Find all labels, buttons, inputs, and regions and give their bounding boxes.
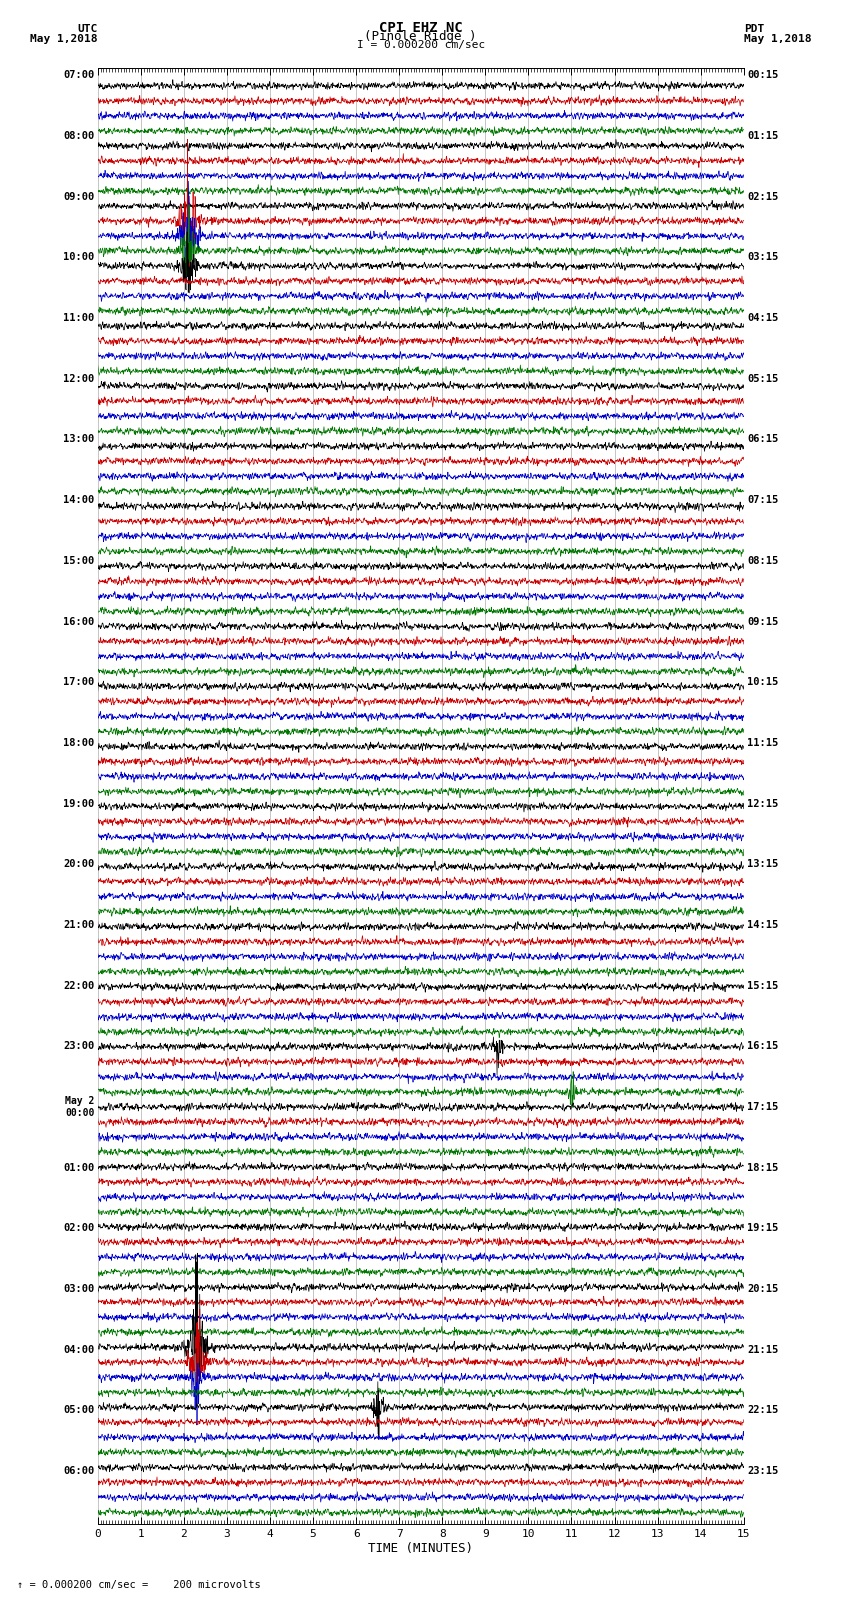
Text: 08:15: 08:15 xyxy=(747,556,779,566)
Text: 20:00: 20:00 xyxy=(63,860,94,869)
Text: 16:15: 16:15 xyxy=(747,1042,779,1052)
Text: 10:00: 10:00 xyxy=(63,252,94,263)
Text: ↑ = 0.000200 cm/sec =    200 microvolts: ↑ = 0.000200 cm/sec = 200 microvolts xyxy=(17,1581,261,1590)
Text: 06:00: 06:00 xyxy=(63,1466,94,1476)
Text: 22:15: 22:15 xyxy=(747,1405,779,1416)
Text: 00:15: 00:15 xyxy=(747,71,779,81)
Text: 08:00: 08:00 xyxy=(63,131,94,140)
Text: 05:15: 05:15 xyxy=(747,374,779,384)
Text: 22:00: 22:00 xyxy=(63,981,94,990)
Text: 03:15: 03:15 xyxy=(747,252,779,263)
Text: 03:00: 03:00 xyxy=(63,1284,94,1294)
Text: 13:15: 13:15 xyxy=(747,860,779,869)
Text: 09:00: 09:00 xyxy=(63,192,94,202)
Text: I = 0.000200 cm/sec: I = 0.000200 cm/sec xyxy=(357,40,484,50)
Text: 11:00: 11:00 xyxy=(63,313,94,323)
Text: 09:15: 09:15 xyxy=(747,616,779,626)
Text: 23:15: 23:15 xyxy=(747,1466,779,1476)
Text: 02:15: 02:15 xyxy=(747,192,779,202)
Text: 01:15: 01:15 xyxy=(747,131,779,140)
Text: 18:00: 18:00 xyxy=(63,737,94,748)
Text: 14:00: 14:00 xyxy=(63,495,94,505)
Text: 17:00: 17:00 xyxy=(63,677,94,687)
Text: 05:00: 05:00 xyxy=(63,1405,94,1416)
Text: 10:15: 10:15 xyxy=(747,677,779,687)
Text: 18:15: 18:15 xyxy=(747,1163,779,1173)
Text: 21:00: 21:00 xyxy=(63,919,94,931)
Text: 20:15: 20:15 xyxy=(747,1284,779,1294)
Text: 04:00: 04:00 xyxy=(63,1345,94,1355)
Text: 02:00: 02:00 xyxy=(63,1223,94,1234)
Text: May 1,2018: May 1,2018 xyxy=(744,34,811,44)
Text: 15:00: 15:00 xyxy=(63,556,94,566)
Text: 07:00: 07:00 xyxy=(63,71,94,81)
Text: 12:00: 12:00 xyxy=(63,374,94,384)
Text: 01:00: 01:00 xyxy=(63,1163,94,1173)
Text: May 2: May 2 xyxy=(65,1095,94,1105)
Text: 21:15: 21:15 xyxy=(747,1345,779,1355)
Text: CPI EHZ NC: CPI EHZ NC xyxy=(379,21,462,35)
Text: 12:15: 12:15 xyxy=(747,798,779,808)
Text: 14:15: 14:15 xyxy=(747,919,779,931)
Text: 19:00: 19:00 xyxy=(63,798,94,808)
Text: 00:00: 00:00 xyxy=(65,1108,94,1118)
Text: May 1,2018: May 1,2018 xyxy=(31,34,98,44)
Text: 07:15: 07:15 xyxy=(747,495,779,505)
Text: 04:15: 04:15 xyxy=(747,313,779,323)
Text: 15:15: 15:15 xyxy=(747,981,779,990)
Text: 19:15: 19:15 xyxy=(747,1223,779,1234)
Text: 23:00: 23:00 xyxy=(63,1042,94,1052)
Text: 13:00: 13:00 xyxy=(63,434,94,445)
Text: 17:15: 17:15 xyxy=(747,1102,779,1111)
Text: 11:15: 11:15 xyxy=(747,737,779,748)
Text: (Pinole Ridge ): (Pinole Ridge ) xyxy=(365,29,477,44)
Text: UTC: UTC xyxy=(77,24,98,34)
Text: PDT: PDT xyxy=(744,24,764,34)
Text: 06:15: 06:15 xyxy=(747,434,779,445)
X-axis label: TIME (MINUTES): TIME (MINUTES) xyxy=(368,1542,473,1555)
Text: 16:00: 16:00 xyxy=(63,616,94,626)
